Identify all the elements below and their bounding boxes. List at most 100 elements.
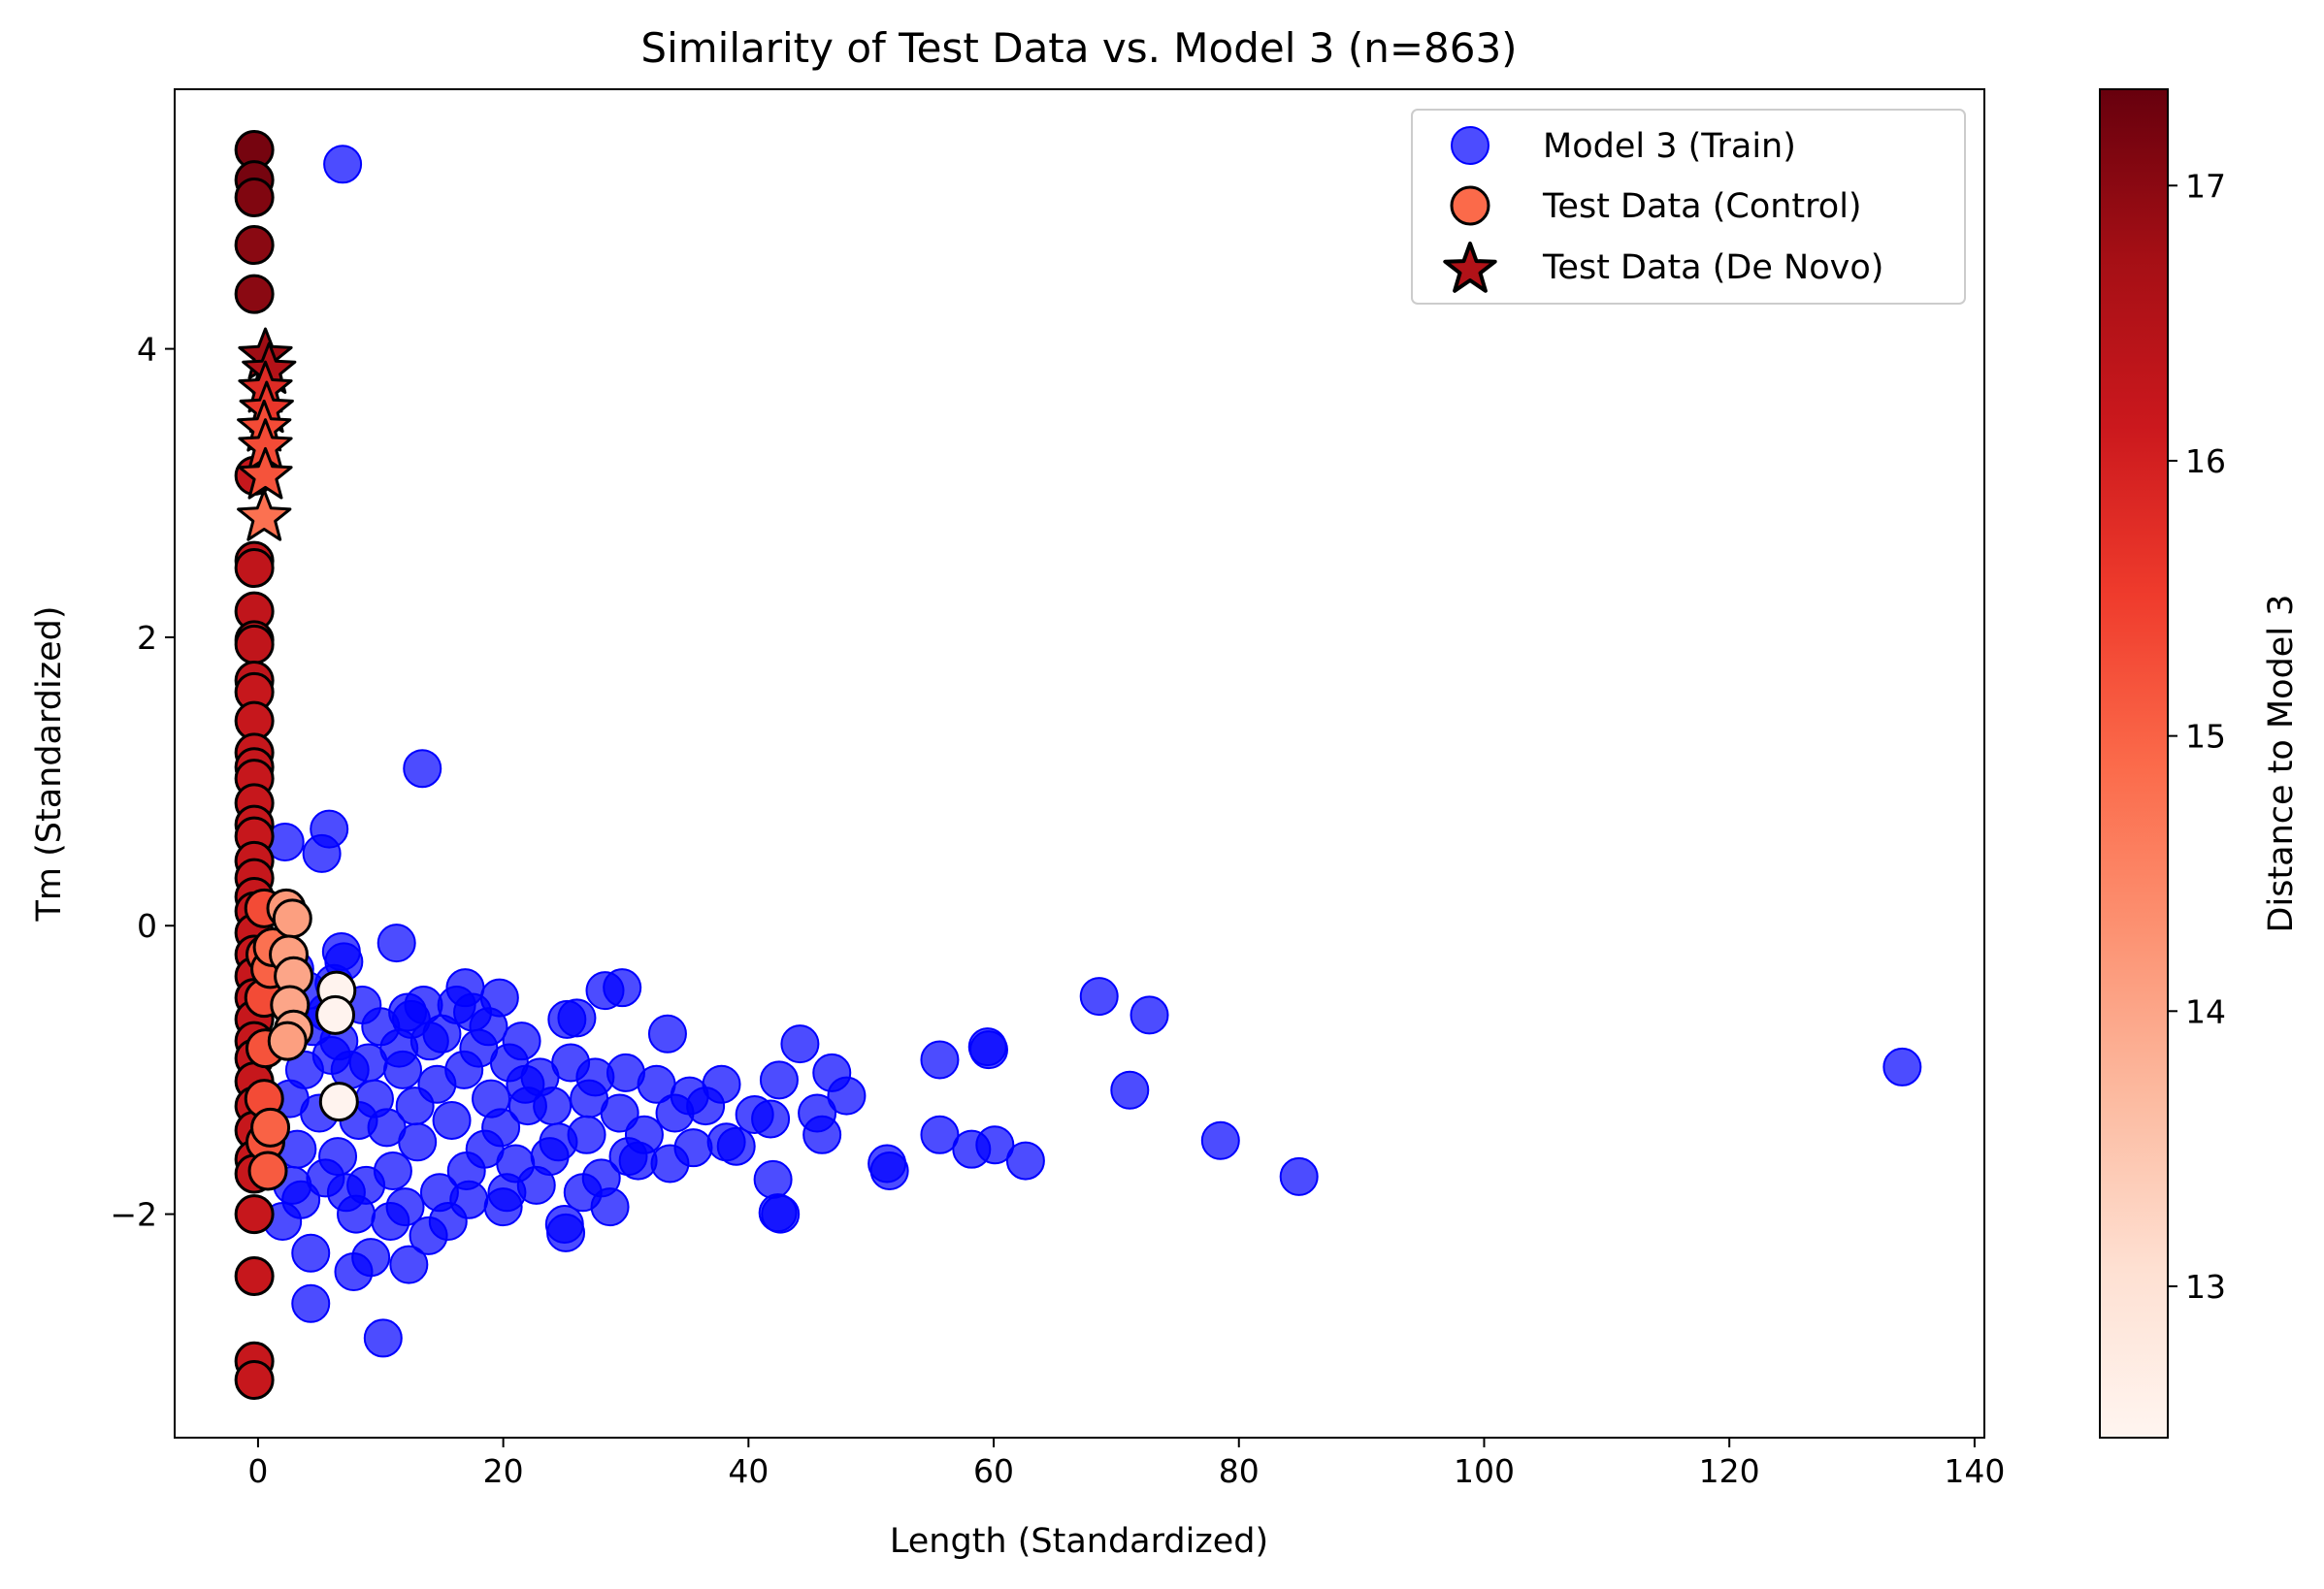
train-point — [567, 1115, 606, 1154]
y-tick-label: 0 — [137, 907, 157, 945]
train-point — [624, 1115, 664, 1154]
train-point — [759, 1060, 799, 1100]
colorbar-ticks: 13 14 15 16 17 — [2168, 167, 2226, 1306]
x-axis: 0 20 40 60 80 100 120 140 — [247, 1438, 2005, 1490]
plot-frame — [174, 88, 1985, 1439]
train-point — [483, 1187, 523, 1227]
colorbar-tick-label: 13 — [2185, 1268, 2226, 1306]
denovo-point — [237, 489, 292, 541]
y-tick-label: −2 — [110, 1196, 157, 1234]
train-point — [391, 999, 431, 1039]
control-point — [234, 1255, 275, 1296]
x-tick-label: 40 — [728, 1452, 769, 1490]
train-point — [650, 1144, 690, 1184]
legend-marker-train — [1451, 126, 1489, 165]
colorbar-tick-label: 17 — [2185, 167, 2226, 205]
train-point — [446, 1151, 486, 1190]
train-point — [395, 1086, 435, 1126]
legend-box — [1411, 109, 1966, 305]
train-point — [1110, 1070, 1150, 1110]
train-point — [403, 749, 442, 789]
x-tick-label: 120 — [1699, 1452, 1760, 1490]
control-point — [234, 274, 275, 314]
train-point — [291, 1283, 331, 1323]
y-axis: −2 0 2 4 — [110, 331, 175, 1234]
train-point — [557, 998, 597, 1038]
control-point — [234, 177, 275, 217]
control-point — [234, 548, 275, 589]
x-tick-label: 140 — [1944, 1452, 2005, 1490]
train-point — [647, 1014, 687, 1054]
train-point — [376, 924, 416, 963]
train-point — [869, 1151, 909, 1190]
x-axis-label: Length (Standardized) — [890, 1522, 1268, 1561]
legend-label-denovo: Test Data (De Novo) — [1542, 248, 1883, 287]
train-point — [802, 1115, 842, 1154]
train-point — [975, 1125, 1015, 1165]
legend-marker-denovo — [1443, 242, 1497, 293]
train-point — [306, 1158, 345, 1198]
x-tick-label: 20 — [483, 1452, 524, 1490]
control-point — [272, 898, 312, 939]
train-point — [291, 1233, 331, 1273]
control-point — [250, 1107, 291, 1148]
control-point — [267, 1021, 308, 1061]
colorbar-gradient — [2099, 88, 2169, 1439]
train-point — [603, 968, 642, 1008]
train-point — [351, 1238, 391, 1278]
colorbar-tick-label: 15 — [2185, 718, 2226, 756]
train-point — [1279, 1156, 1319, 1196]
train-point — [546, 1213, 586, 1252]
train-point — [302, 833, 342, 873]
control-point — [234, 1194, 275, 1235]
train-point — [753, 1159, 793, 1199]
control-point — [234, 624, 275, 665]
train-point — [1129, 995, 1169, 1035]
train-point — [1079, 977, 1119, 1017]
y-tick-label: 2 — [137, 619, 157, 657]
train-point — [506, 1064, 545, 1104]
train-point — [496, 1144, 536, 1184]
train-point — [1882, 1047, 1922, 1086]
y-axis-label: Tm (Standardized) — [30, 606, 69, 923]
train-point — [716, 1126, 756, 1166]
legend-label-train: Model 3 (Train) — [1543, 127, 1796, 166]
x-tick-label: 100 — [1454, 1452, 1515, 1490]
train-point — [419, 1173, 459, 1213]
colorbar: 13 14 15 16 17 Distance to Model 3 — [2099, 88, 2301, 1439]
train-point — [751, 1099, 791, 1139]
x-tick-label: 0 — [247, 1452, 268, 1490]
legend: Model 3 (Train) Test Data (Control) Test… — [1411, 109, 1966, 305]
train-point — [373, 1151, 412, 1190]
train-point — [686, 1086, 726, 1126]
chart-title: Similarity of Test Data vs. Model 3 (n=8… — [640, 24, 1517, 72]
x-tick-label: 80 — [1219, 1452, 1260, 1490]
train-point — [469, 1007, 508, 1047]
train-point — [323, 145, 363, 184]
train-point — [600, 1093, 639, 1133]
train-point — [920, 1115, 960, 1154]
train-point — [389, 1245, 429, 1284]
train-point — [780, 1024, 820, 1064]
train-point — [968, 1030, 1008, 1070]
train-point — [827, 1076, 867, 1116]
control-point — [234, 1360, 275, 1401]
train-point — [920, 1040, 960, 1080]
train-point — [437, 986, 476, 1025]
train-point — [761, 1194, 801, 1234]
control-point — [315, 994, 356, 1035]
denovo-point — [238, 446, 293, 500]
train-point — [530, 1137, 570, 1177]
train-point — [533, 1086, 573, 1126]
train-point — [444, 1050, 484, 1089]
colorbar-label: Distance to Model 3 — [2262, 595, 2301, 933]
train-point — [432, 1100, 472, 1140]
train-point — [637, 1064, 676, 1104]
train-point — [581, 1158, 621, 1198]
y-tick-label: 4 — [137, 331, 157, 369]
train-point — [348, 1043, 388, 1083]
control-point — [318, 1082, 359, 1122]
control-point — [234, 225, 275, 266]
colorbar-tick-label: 16 — [2185, 442, 2226, 480]
